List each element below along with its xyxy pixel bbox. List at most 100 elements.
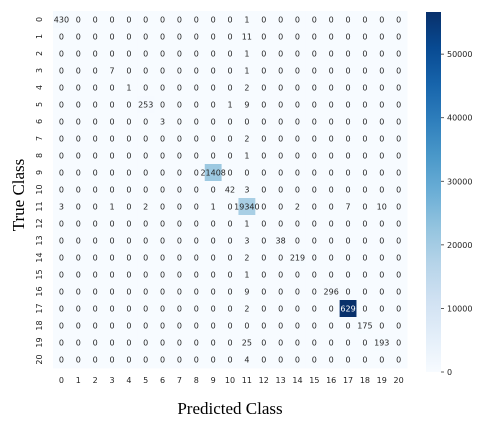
heatmap-cell [238, 317, 256, 335]
heatmap-cell-label: 1 [244, 152, 249, 161]
heatmap-cell-label: 0 [329, 220, 334, 229]
heatmap-cell [390, 113, 408, 131]
heatmap-cell [255, 130, 273, 148]
heatmap-cell-label: 0 [261, 339, 266, 348]
heatmap-cell-label: 0 [312, 50, 317, 59]
heatmap-cells [53, 11, 408, 369]
heatmap-cell [154, 232, 172, 250]
heatmap-cell [356, 113, 374, 131]
heatmap-cell [339, 45, 357, 63]
heatmap-cell [69, 79, 88, 97]
heatmap-cell [103, 147, 121, 165]
heatmap-cell-label: 0 [76, 33, 81, 42]
heatmap-cell [137, 113, 155, 131]
heatmap-cell-label: 0 [177, 254, 182, 263]
heatmap-cell [221, 79, 239, 97]
heatmap-cell-label: 1 [126, 84, 131, 93]
heatmap-cell-label: 0 [177, 203, 182, 212]
heatmap-cell-label: 0 [211, 84, 216, 93]
heatmap-cell-label: 0 [329, 84, 334, 93]
y-axis-title: True Class [9, 159, 28, 232]
heatmap-cell-label: 0 [362, 186, 367, 195]
x-tick-label: 13 [276, 376, 286, 385]
heatmap-cell [322, 198, 341, 216]
heatmap-cell [120, 351, 138, 369]
x-tick-label: 11 [242, 376, 252, 385]
heatmap-cell-label: 1 [244, 220, 249, 229]
heatmap-cell-label: 0 [396, 288, 401, 297]
heatmap-cell-label: 0 [379, 356, 384, 365]
x-tick-label: 5 [143, 376, 148, 385]
heatmap-cell-label: 0 [160, 101, 165, 110]
heatmap-cell [272, 215, 290, 233]
heatmap-cell-label: 0 [93, 339, 98, 348]
heatmap-cell-label: 0 [244, 118, 249, 127]
heatmap-cell-label: 0 [59, 322, 64, 331]
heatmap-cell-label: 0 [396, 237, 401, 246]
heatmap-cell [305, 283, 324, 301]
heatmap-cell [373, 266, 391, 284]
heatmap-cell [103, 113, 121, 131]
heatmap-cell-label: 0 [59, 305, 64, 314]
heatmap-cell [238, 283, 256, 301]
heatmap-cell [373, 28, 391, 46]
heatmap-cell [238, 266, 256, 284]
heatmap-cell [356, 147, 374, 165]
heatmap-cell [305, 300, 324, 318]
heatmap-cell-label: 0 [379, 271, 384, 280]
heatmap-cell [221, 45, 239, 63]
heatmap-cell [187, 334, 206, 352]
heatmap-cell [322, 334, 341, 352]
heatmap-cell [120, 96, 138, 114]
heatmap-cell-label: 3 [244, 186, 249, 195]
heatmap-cell [137, 28, 155, 46]
heatmap-cell-label: 0 [194, 50, 199, 59]
heatmap-cell-label: 0 [109, 101, 114, 110]
heatmap-cell [221, 11, 239, 29]
heatmap-cell-label: 0 [329, 33, 334, 42]
heatmap-cell [289, 334, 307, 352]
heatmap-cell [289, 130, 307, 148]
heatmap-cell [204, 79, 222, 97]
heatmap-cell [238, 351, 256, 369]
heatmap-cell-label: 0 [109, 50, 114, 59]
heatmap-cell-label: 0 [362, 135, 367, 144]
heatmap-cell [221, 249, 239, 267]
heatmap-cell-label: 0 [362, 16, 367, 25]
heatmap-cell-label: 0 [160, 169, 165, 178]
heatmap-cell-label: 0 [396, 186, 401, 195]
heatmap-cell-label: 253 [138, 101, 153, 110]
heatmap-cell-label: 0 [59, 356, 64, 365]
y-tick-label: 1 [35, 34, 44, 39]
heatmap-cell-label: 0 [312, 186, 317, 195]
heatmap-cell-label: 1 [244, 50, 249, 59]
heatmap-cell [53, 79, 71, 97]
heatmap-cell [69, 11, 88, 29]
heatmap-cell-label: 0 [227, 84, 232, 93]
heatmap-cell [356, 317, 374, 335]
heatmap-cell-label: 0 [396, 271, 401, 280]
heatmap-cell-label: 0 [312, 356, 317, 365]
heatmap-cell [103, 28, 121, 46]
x-tick-label: 12 [259, 376, 269, 385]
heatmap-cell-label: 0 [278, 203, 283, 212]
heatmap-cell [221, 300, 239, 318]
heatmap-cell [272, 147, 290, 165]
heatmap-cell [204, 28, 222, 46]
heatmap-cell [339, 28, 357, 46]
heatmap-cell-label: 3 [59, 203, 64, 212]
heatmap-cell [289, 11, 307, 29]
heatmap-cell [53, 351, 71, 369]
heatmap-cell-label: 42 [225, 186, 235, 195]
heatmap-cell [86, 198, 104, 216]
heatmap-cell-label: 0 [93, 152, 98, 161]
heatmap-cell [103, 45, 121, 63]
heatmap-cell [69, 215, 88, 233]
heatmap-cell-label: 0 [278, 101, 283, 110]
heatmap-cell-label: 0 [396, 84, 401, 93]
heatmap-cell-label: 0 [76, 220, 81, 229]
heatmap-cell-label: 0 [278, 67, 283, 76]
heatmap-cell [53, 147, 71, 165]
heatmap-cell-label: 0 [177, 101, 182, 110]
heatmap-cell-label: 0 [160, 254, 165, 263]
